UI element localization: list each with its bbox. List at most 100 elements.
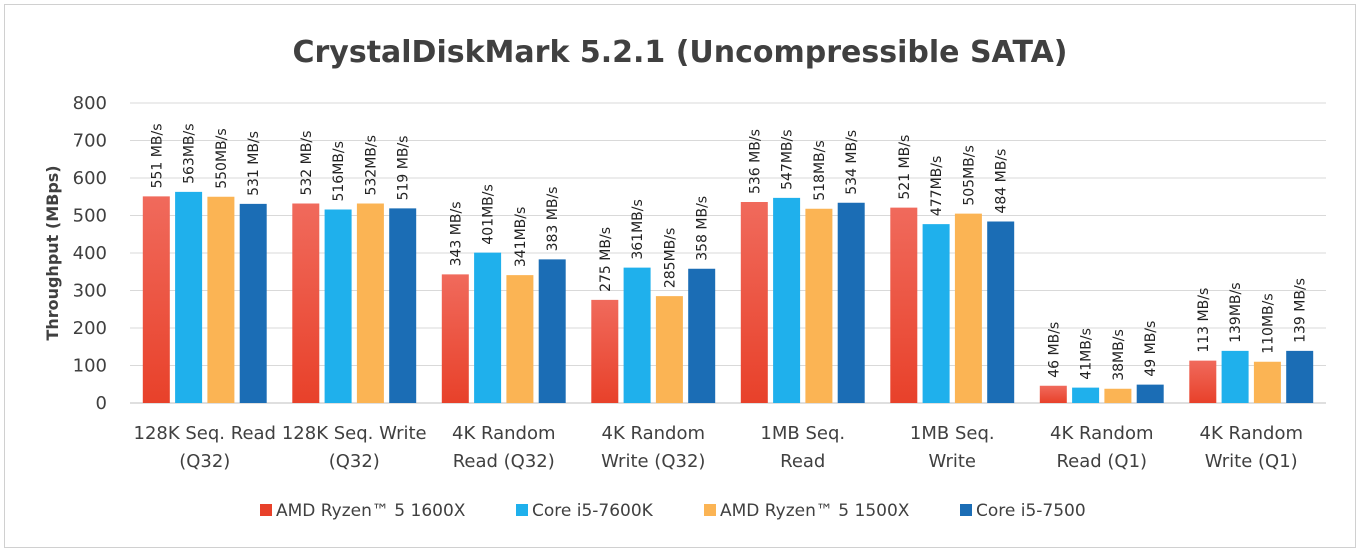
legend-label: Core i5-7600K [532, 501, 654, 521]
x-tick-label: 1MB Seq. Read [760, 423, 845, 472]
bar [142, 196, 170, 403]
bar [773, 197, 801, 403]
bar [623, 267, 651, 403]
x-tick-label: 4K Random Read (Q1) [1050, 423, 1154, 472]
data-label: 110MB/s [1260, 293, 1276, 353]
y-tick-label: 600 [73, 168, 107, 189]
bar [474, 252, 502, 403]
bar [175, 191, 203, 403]
bar [356, 203, 384, 403]
data-label: 343 MB/s [448, 202, 464, 267]
x-tick-label: 1MB Seq. Write [910, 423, 995, 472]
bar [1253, 361, 1281, 403]
legend-item: Core i5-7600K [516, 501, 654, 521]
legend: AMD Ryzen™ 5 1600X Core i5-7600K AMD Ryzen… [260, 501, 1086, 521]
legend-swatch [516, 504, 528, 516]
data-label: 521 MB/s [897, 135, 913, 200]
bar [837, 202, 865, 403]
data-label: 477MB/s [929, 156, 945, 216]
bar [1286, 350, 1314, 403]
bar [987, 221, 1015, 403]
x-tick-label: 4K Random Read (Q32) [452, 423, 556, 472]
y-tick-label: 200 [73, 318, 107, 339]
bar [655, 296, 683, 403]
y-tick-label: 500 [73, 206, 107, 227]
data-label: 532 MB/s [299, 131, 315, 196]
bar [538, 259, 566, 403]
data-label: 563MB/s [182, 123, 198, 183]
data-label: 275 MB/s [598, 227, 614, 292]
bar [1072, 387, 1100, 403]
bar [740, 202, 768, 403]
data-label: 49 MB/s [1143, 321, 1159, 377]
data-label: 46 MB/s [1046, 322, 1062, 378]
bar [890, 207, 918, 403]
data-label: 505MB/s [961, 145, 977, 205]
legend-item: AMD Ryzen™ 5 1600X [260, 501, 466, 521]
bar [1136, 384, 1164, 403]
bar [239, 203, 267, 403]
bar [324, 209, 352, 403]
data-label: 532MB/s [363, 135, 379, 195]
data-label: 484 MB/s [994, 149, 1010, 214]
y-tick-label: 400 [73, 243, 107, 264]
legend-swatch [260, 504, 272, 516]
legend-item: AMD Ryzen™ 5 1500X [704, 501, 910, 521]
bar [389, 208, 417, 403]
y-tick-label: 700 [73, 131, 107, 152]
data-label: 518MB/s [812, 140, 828, 200]
x-axis-labels: 128K Seq. Read (Q32)128K Seq. Write (Q32) 4… [134, 423, 1303, 472]
data-label: 534 MB/s [844, 130, 860, 195]
data-label: 383 MB/s [545, 187, 561, 252]
legend-label: Core i5-7500 [976, 501, 1086, 521]
data-labels: 551 MB/s 563MB/s 550MB/s 531 MB/s 532 MB/s 51… [149, 123, 1308, 380]
data-label: 358 MB/s [695, 196, 711, 261]
bar [441, 274, 469, 403]
y-tick-label: 300 [73, 281, 107, 302]
data-label: 551 MB/s [149, 124, 165, 189]
bar [1039, 385, 1067, 403]
y-axis-ticks: 0 100 200 300 400 500 600 700 800 [73, 93, 107, 414]
data-label: 361MB/s [630, 199, 646, 259]
y-tick-label: 100 [73, 356, 107, 377]
bar [292, 203, 320, 403]
x-tick-label: 4K Random Write (Q1) [1200, 423, 1304, 472]
x-tick-label: 128K Seq. Read (Q32) [134, 423, 276, 472]
data-label: 401MB/s [481, 184, 497, 244]
data-label: 516MB/s [331, 141, 347, 201]
data-label: 38MB/s [1111, 329, 1127, 381]
bars [142, 191, 1314, 403]
data-label: 341MB/s [513, 207, 529, 267]
data-label: 519 MB/s [396, 136, 412, 201]
bar [805, 208, 833, 403]
x-tick-label: 128K Seq. Write (Q32) [282, 423, 427, 472]
data-label: 531 MB/s [246, 131, 262, 196]
y-axis-title: Throughput (MBps) [43, 165, 62, 340]
data-label: 139 MB/s [1293, 278, 1309, 343]
data-label: 285MB/s [662, 228, 678, 288]
data-label: 139MB/s [1228, 282, 1244, 342]
bar [922, 224, 950, 403]
bar [591, 299, 619, 403]
data-label: 550MB/s [214, 128, 230, 188]
data-label: 113 MB/s [1196, 288, 1212, 353]
y-tick-label: 0 [96, 393, 107, 414]
legend-label: AMD Ryzen™ 5 1500X [720, 501, 910, 521]
bar [954, 213, 982, 403]
legend-swatch [704, 504, 716, 516]
chart-title: CrystalDiskMark 5.2.1 (Uncompressible SA… [292, 35, 1067, 70]
x-tick-label: 4K Random Write (Q32) [601, 423, 705, 472]
data-label: 547MB/s [780, 129, 796, 189]
bar [1221, 350, 1249, 403]
bar [1104, 388, 1132, 403]
y-tick-label: 800 [73, 93, 107, 114]
bar [688, 268, 716, 403]
chart-frame [4, 4, 1356, 548]
legend-item: Core i5-7500 [960, 501, 1086, 521]
bar [207, 196, 235, 403]
data-label: 41MB/s [1079, 328, 1095, 380]
bar [506, 275, 534, 403]
legend-label: AMD Ryzen™ 5 1600X [276, 501, 466, 521]
